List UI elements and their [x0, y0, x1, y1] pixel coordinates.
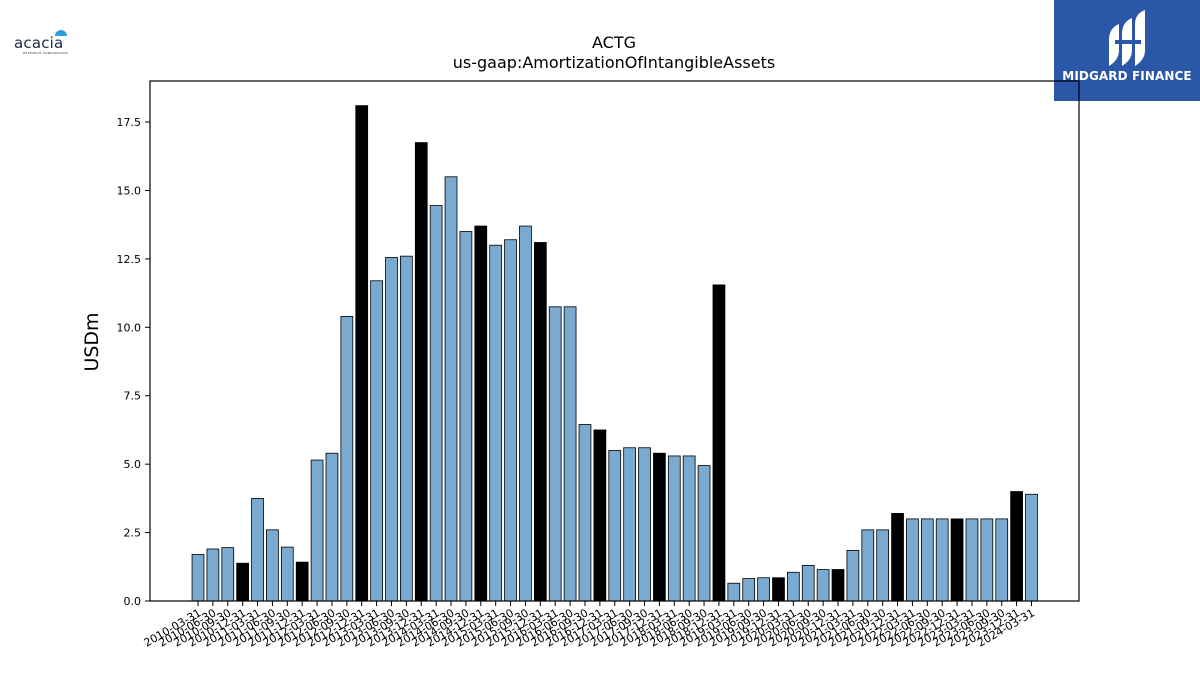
midgard-finance-logo: MIDGARD FINANCE [1054, 0, 1200, 101]
bar-2018-09-30 [697, 465, 711, 602]
bar-2016-09-30 [578, 424, 592, 602]
bar-2023-09-30 [995, 518, 1009, 602]
bar-2019-06-30 [742, 578, 756, 602]
bar-2021-12-31 [891, 513, 904, 602]
y-tick-label: 0.0 [124, 595, 142, 608]
chart-title: ACTG [592, 33, 636, 52]
bar-2022-03-31 [906, 518, 919, 602]
bar-2021-09-30 [876, 529, 890, 602]
bar-2018-12-31 [712, 284, 726, 602]
y-axis-label: USDm [81, 312, 103, 371]
bar-2021-03-31 [846, 549, 860, 602]
bar-2016-06-30 [563, 306, 577, 602]
bar-2014-06-30 [444, 176, 458, 602]
bar-2011-06-30 [266, 529, 279, 602]
bar-2013-06-30 [385, 257, 398, 602]
acacia-wordmark: acacia [14, 34, 64, 52]
bar-2010-09-30 [221, 547, 235, 602]
bar-2022-09-30 [935, 518, 949, 602]
bar-2012-06-30 [325, 452, 339, 602]
bar-2019-03-31 [727, 582, 741, 602]
x-axis-ticks: 2010-03-312010-06-302010-09-302010-12-31… [142, 601, 1037, 650]
bar-2013-03-31 [370, 280, 383, 602]
bar-2018-03-31 [667, 455, 681, 602]
acacia-logo-icon [55, 30, 67, 36]
bar-2020-12-31 [831, 569, 845, 602]
midgard-brand-name: MIDGARD FINANCE [1062, 69, 1192, 83]
acacia-tagline: RESEARCH CORPORATION [23, 51, 68, 55]
plot-frame [149, 80, 1080, 602]
bar-2020-06-30 [801, 565, 815, 602]
midgard-logo-icon [1109, 10, 1145, 66]
bar-2015-03-31 [489, 244, 503, 602]
y-tick-label: 12.5 [117, 253, 142, 266]
bar-2011-09-30 [280, 546, 294, 602]
bar-2023-12-31 [1010, 491, 1023, 602]
bar-2023-06-30 [980, 518, 994, 602]
bar-2015-12-31 [533, 242, 547, 602]
bar-2011-03-31 [251, 497, 264, 602]
bar-2016-03-31 [548, 306, 562, 602]
bar-2017-12-31 [653, 452, 666, 602]
chart-subtitle: us-gaap:AmortizationOfIntangibleAssets [453, 53, 775, 72]
bar-2012-03-31 [310, 459, 324, 602]
bar-2017-09-30 [638, 447, 651, 602]
y-tick-label: 7.5 [124, 390, 142, 403]
y-tick-label: 17.5 [117, 116, 142, 129]
bar-2015-09-30 [519, 225, 532, 602]
bar-2023-03-31 [965, 518, 979, 602]
bar-2014-12-31 [474, 225, 488, 602]
bar-2014-03-31 [429, 205, 443, 602]
bar-2010-03-31 [191, 554, 205, 602]
bar-2011-12-31 [295, 561, 309, 602]
y-axis-ticks: 0.0 2.5 5.0 7.5 10.0 12.5 15.0 17.5 [117, 116, 150, 608]
bar-2017-06-30 [623, 447, 636, 602]
y-tick-label: 15.0 [117, 184, 142, 197]
y-tick-label: 2.5 [124, 527, 142, 540]
bar-2020-03-31 [787, 571, 800, 602]
bar-2019-09-30 [757, 577, 770, 602]
bar-2020-09-30 [816, 569, 830, 602]
bar-2014-09-30 [459, 231, 473, 602]
bar-2016-12-31 [593, 429, 607, 602]
bar-2010-12-31 [236, 562, 250, 602]
acacia-logo: acacia RESEARCH CORPORATION [14, 26, 78, 56]
bar-2010-06-30 [206, 548, 220, 602]
bar-2018-06-30 [682, 455, 696, 602]
bars [191, 105, 1038, 602]
y-tick-label: 10.0 [117, 321, 142, 334]
bar-2012-09-30 [340, 315, 354, 602]
bar-2012-12-31 [355, 105, 369, 602]
bar-2015-06-30 [504, 239, 517, 602]
bar-2013-09-30 [400, 255, 413, 602]
bar-2013-12-31 [414, 142, 428, 602]
bar-2017-03-31 [608, 450, 622, 602]
bar-2022-12-31 [950, 518, 964, 602]
bar-2021-06-30 [861, 529, 875, 602]
bar-2019-12-31 [772, 577, 785, 602]
bar-2022-06-30 [920, 518, 934, 602]
y-tick-label: 5.0 [124, 458, 142, 471]
bar-2024-03-31 [1025, 493, 1038, 602]
